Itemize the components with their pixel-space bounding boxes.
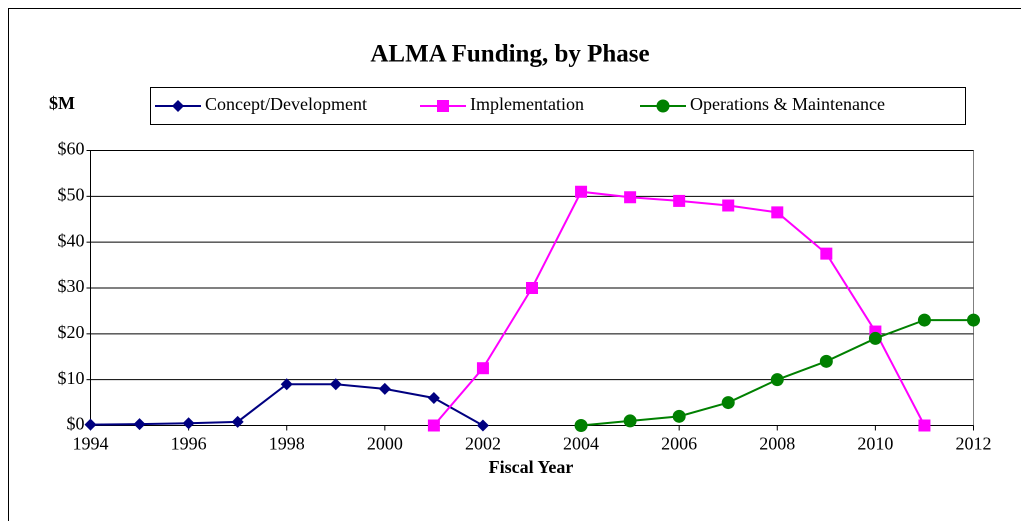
marker [172,100,184,112]
marker [231,415,244,428]
marker [427,419,440,432]
chart-frame [8,8,1021,521]
x-tick-label: 1996 [171,434,207,454]
y-tick-label: $40 [58,230,85,250]
y-tick-label: $10 [58,368,85,388]
marker [967,313,980,327]
chart-title: ALMA Funding, by Phase [370,41,649,68]
marker [771,206,784,219]
marker [819,354,833,368]
marker [770,373,784,387]
marker [476,362,489,375]
marker [624,191,637,204]
marker [574,419,588,432]
x-axis-label: Fiscal Year [489,457,574,477]
y-tick-label: $60 [58,139,85,159]
marker [437,100,449,112]
marker [623,414,637,428]
marker [575,185,588,198]
legend-label: Implementation [470,94,584,114]
marker [84,418,97,431]
marker [182,417,195,430]
marker [820,247,833,260]
x-tick-label: 2004 [563,434,599,454]
x-tick-label: 2008 [759,434,795,454]
marker [673,194,686,207]
marker [378,382,391,395]
marker [721,396,735,410]
marker [427,392,440,404]
marker [917,313,931,327]
marker [280,378,293,391]
marker [868,331,882,345]
y-tick-label: $50 [58,184,85,204]
marker [918,419,931,432]
marker [656,99,670,113]
marker [526,282,538,294]
x-tick-label: 2012 [956,434,992,454]
y-axis-label: $M [49,93,75,113]
x-tick-label: 1994 [73,434,109,454]
x-tick-label: 1998 [269,434,305,454]
legend-box [150,87,966,125]
legend-label: Concept/Development [205,94,367,114]
marker [722,199,735,212]
x-tick-label: 2006 [661,434,697,454]
marker [672,409,686,423]
marker [329,378,342,391]
x-tick-label: 2010 [857,434,893,454]
y-tick-label: $0 [67,414,85,434]
y-tick-label: $20 [58,322,85,342]
x-tick-label: 2002 [465,434,501,454]
legend-label: Operations & Maintenance [690,94,885,114]
marker [476,419,489,432]
x-tick-label: 2000 [367,434,403,454]
y-tick-label: $30 [58,276,85,296]
marker [133,418,146,431]
